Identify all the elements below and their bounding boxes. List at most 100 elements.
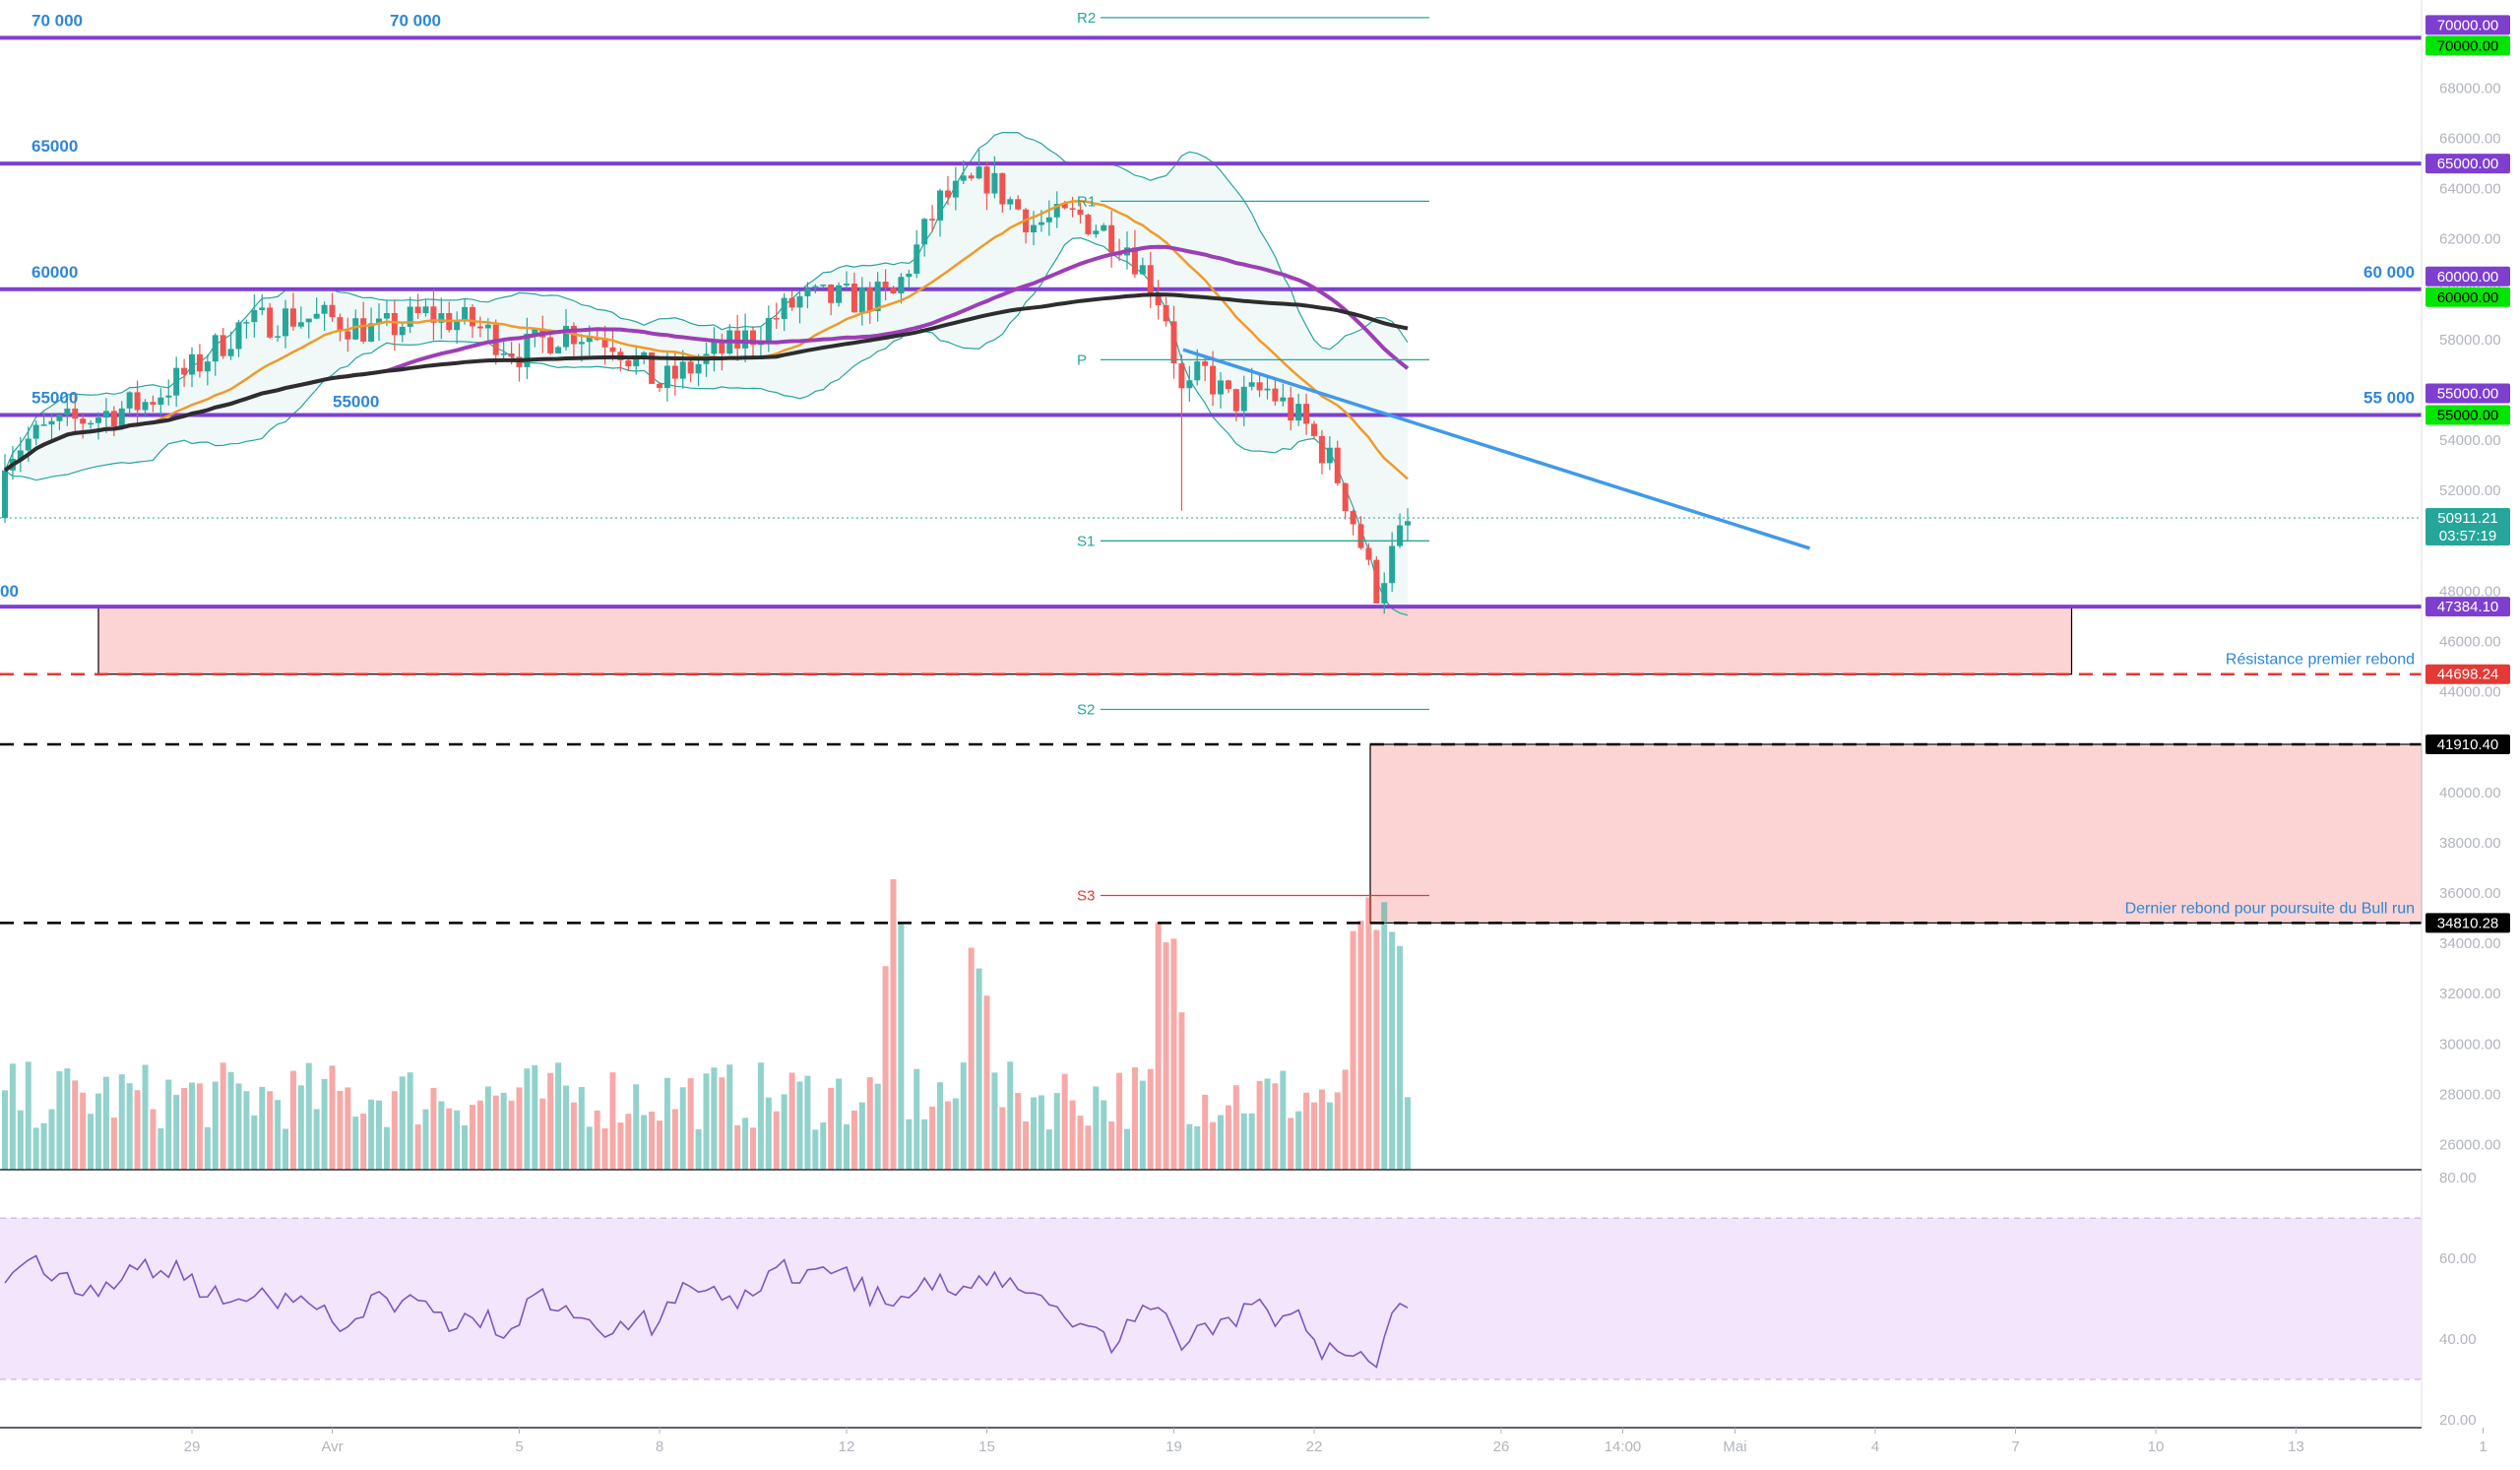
candle-body: [173, 367, 180, 396]
volume-bar: [1108, 1120, 1115, 1170]
volume-bar: [539, 1098, 546, 1170]
candle-body: [235, 322, 242, 350]
volume-bar: [836, 1078, 843, 1170]
volume-bar: [235, 1083, 242, 1170]
volume-bar: [158, 1128, 164, 1170]
volume-bar: [102, 1076, 109, 1170]
candle-body: [1225, 380, 1231, 390]
candle-body: [305, 318, 312, 323]
volume-bar: [118, 1074, 125, 1170]
candle-body: [32, 424, 39, 439]
volume-bar: [850, 1110, 857, 1170]
candle-body: [578, 342, 585, 345]
volume-bar: [1218, 1115, 1224, 1170]
candle-body: [1365, 547, 1372, 560]
candle-body: [360, 318, 367, 342]
candle-body: [204, 361, 211, 372]
volume-bar: [788, 1072, 795, 1170]
volume-bar: [476, 1100, 483, 1170]
candle-body: [1101, 224, 1107, 231]
candle-body: [687, 361, 694, 374]
candle-body: [719, 342, 725, 354]
candles-layer: [2, 150, 1411, 614]
volume-bar: [703, 1073, 710, 1170]
price-tick-label: 34000.00: [2439, 935, 2501, 952]
volume-bar: [898, 922, 905, 1170]
candle-body: [1085, 215, 1092, 234]
candle-body: [586, 337, 593, 343]
volume-bar: [991, 1072, 998, 1170]
volume-bar: [2, 1090, 8, 1170]
volume-bar: [1069, 1100, 1076, 1170]
candle-body: [1155, 294, 1162, 306]
volume-bar: [1295, 1111, 1302, 1170]
volume-bar: [376, 1100, 382, 1170]
volume-bar: [578, 1087, 585, 1170]
candle-body: [454, 321, 461, 331]
candle-body: [914, 244, 920, 275]
candle-body: [649, 352, 656, 384]
level-label-inner: 55000: [333, 393, 379, 412]
level-label-right: 55 000: [2363, 389, 2415, 408]
price-tag: [2426, 913, 2510, 933]
candle-body: [1389, 545, 1396, 584]
volume-bar: [267, 1091, 274, 1170]
volume-bar: [1045, 1129, 1052, 1170]
time-tick-label: 22: [1306, 1438, 1323, 1455]
candle-body: [657, 383, 662, 388]
volume-bar: [742, 1118, 749, 1170]
candle-body: [40, 424, 47, 426]
volume-bar: [812, 1129, 819, 1170]
volume-bar: [1194, 1125, 1201, 1170]
price-tick-label: 68000.00: [2439, 80, 2501, 96]
volume-bar: [305, 1062, 312, 1170]
volume-bar: [601, 1128, 608, 1170]
price-tick-label: 46000.00: [2439, 633, 2501, 650]
volume-bar: [1170, 938, 1177, 1170]
volume-bar: [929, 1106, 936, 1170]
candle-body: [773, 318, 780, 320]
volume-bar: [220, 1062, 226, 1170]
volume-bar: [594, 1110, 600, 1170]
candle-body: [1069, 208, 1076, 210]
volume-bar: [663, 1077, 670, 1170]
volume-bar: [399, 1076, 406, 1170]
volume-bar: [1163, 942, 1169, 1170]
volume-bar: [649, 1111, 656, 1170]
volume-bar: [40, 1122, 47, 1170]
volume-bar: [1397, 945, 1404, 1170]
candle-body: [563, 325, 569, 348]
candle-body: [243, 322, 250, 324]
candle-body: [1053, 204, 1060, 218]
volume-bar: [181, 1088, 188, 1170]
price-tag-text: 55000.00: [2437, 408, 2499, 424]
volume-bar: [345, 1087, 351, 1170]
candle-body: [17, 450, 24, 459]
candle-body: [196, 353, 203, 372]
volume-bar: [1334, 1092, 1341, 1170]
candle-body: [508, 352, 515, 357]
volume-bar: [547, 1072, 554, 1170]
pivots-layer: R2 R1 P S1 S2 S3: [1077, 10, 1429, 905]
candle-body: [734, 330, 741, 349]
price-tag: [2426, 154, 2510, 174]
volume-bar: [508, 1100, 515, 1170]
time-tick-label: 13: [2288, 1438, 2304, 1455]
candle-body: [158, 397, 164, 405]
volume-bar: [227, 1071, 234, 1170]
candle-body: [189, 353, 195, 375]
volume-bar: [391, 1091, 398, 1170]
level-label-left: 55000: [32, 389, 78, 408]
candle-body: [438, 313, 445, 323]
candle-body: [663, 365, 670, 388]
time-tick-label: 26: [1493, 1438, 1510, 1455]
volume-bar: [1186, 1123, 1193, 1170]
candle-body: [150, 402, 157, 405]
price-tick-label: 62000.00: [2439, 231, 2501, 248]
pivot-label-S3: S3: [1077, 888, 1095, 905]
candle-body: [407, 306, 413, 327]
volume-bar: [165, 1079, 172, 1170]
candle-body: [836, 285, 843, 303]
